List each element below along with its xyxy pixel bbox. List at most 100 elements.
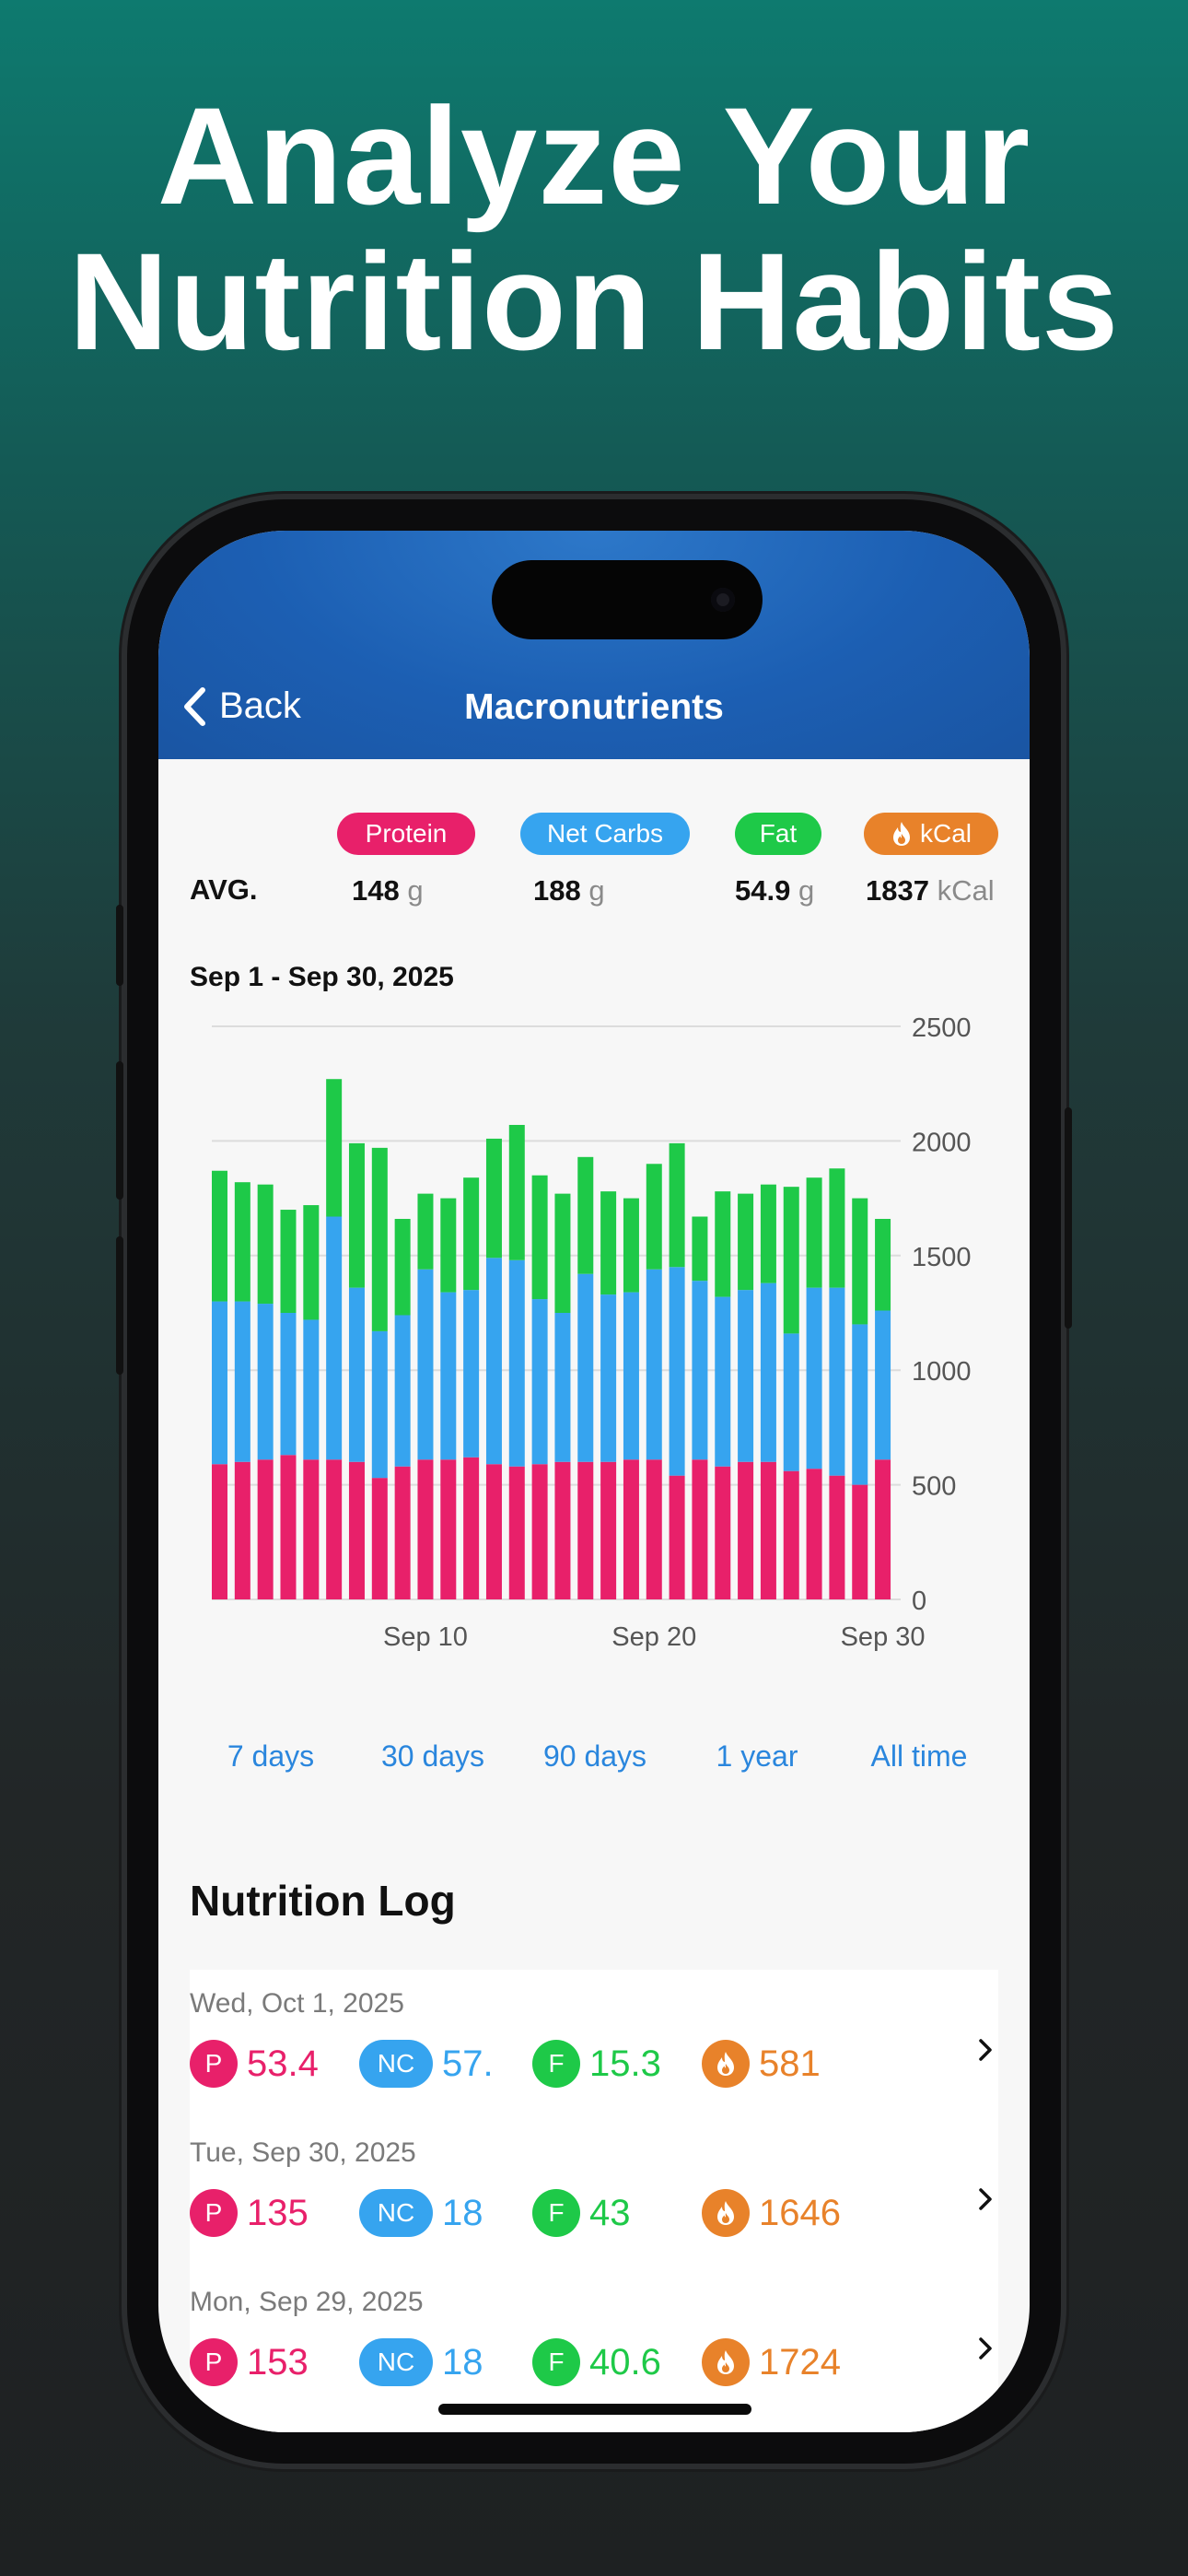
bar-fat-day-6[interactable] — [326, 1079, 343, 1217]
bar-net-carbs-day-26[interactable] — [783, 1333, 799, 1471]
log-entry[interactable]: Tue, Sep 30, 2025 P 135 NC 18 F 43 — [190, 2137, 998, 2287]
bar-net-carbs-day-16[interactable] — [554, 1313, 571, 1462]
log-entry[interactable]: Wed, Oct 1, 2025 P 53.4 NC 57. F 15.3 — [190, 1988, 998, 2137]
bar-protein-day-16[interactable] — [554, 1461, 571, 1599]
period-30-days[interactable]: 30 days — [380, 1739, 485, 1773]
bar-protein-day-24[interactable] — [738, 1461, 754, 1599]
bar-net-carbs-day-17[interactable] — [577, 1273, 594, 1462]
bar-net-carbs-day-19[interactable] — [623, 1292, 639, 1460]
bar-protein-day-3[interactable] — [257, 1459, 274, 1599]
protein-pill[interactable]: Protein — [337, 813, 475, 855]
bar-net-carbs-day-23[interactable] — [715, 1296, 731, 1467]
bar-net-carbs-day-3[interactable] — [257, 1304, 274, 1460]
bar-net-carbs-day-27[interactable] — [806, 1287, 822, 1469]
bar-protein-day-12[interactable] — [463, 1457, 480, 1599]
bar-net-carbs-day-8[interactable] — [371, 1330, 388, 1479]
bar-net-carbs-day-25[interactable] — [760, 1282, 776, 1462]
bar-fat-day-11[interactable] — [440, 1198, 457, 1293]
bar-fat-day-2[interactable] — [234, 1182, 250, 1302]
bar-fat-day-16[interactable] — [554, 1193, 571, 1313]
bar-protein-day-22[interactable] — [692, 1459, 708, 1599]
bar-net-carbs-day-10[interactable] — [417, 1269, 434, 1460]
kcal-pill[interactable]: kCal — [864, 813, 998, 855]
bar-net-carbs-day-18[interactable] — [600, 1294, 617, 1462]
bar-fat-day-20[interactable] — [646, 1164, 662, 1270]
bar-protein-day-11[interactable] — [440, 1459, 457, 1599]
bar-fat-day-25[interactable] — [760, 1184, 776, 1283]
bar-protein-day-26[interactable] — [783, 1470, 799, 1599]
bar-net-carbs-day-1[interactable] — [212, 1301, 227, 1465]
bar-protein-day-13[interactable] — [485, 1464, 502, 1599]
bar-fat-day-7[interactable] — [348, 1142, 365, 1288]
bar-net-carbs-day-4[interactable] — [280, 1313, 297, 1456]
bar-fat-day-19[interactable] — [623, 1198, 639, 1293]
bar-protein-day-30[interactable] — [875, 1459, 891, 1599]
bar-protein-day-28[interactable] — [829, 1475, 845, 1599]
bar-protein-day-17[interactable] — [577, 1461, 594, 1599]
bar-protein-day-9[interactable] — [394, 1466, 411, 1599]
bar-fat-day-17[interactable] — [577, 1156, 594, 1274]
bar-fat-day-5[interactable] — [303, 1205, 320, 1320]
back-button[interactable]: Back — [182, 685, 301, 727]
bar-protein-day-18[interactable] — [600, 1461, 617, 1599]
bar-net-carbs-day-30[interactable] — [875, 1310, 891, 1460]
bar-fat-day-18[interactable] — [600, 1191, 617, 1295]
bar-protein-day-14[interactable] — [508, 1466, 525, 1599]
bar-protein-day-6[interactable] — [326, 1459, 343, 1599]
net-carbs-pill[interactable]: Net Carbs — [520, 813, 690, 855]
bar-protein-day-5[interactable] — [303, 1459, 320, 1599]
bar-protein-day-2[interactable] — [234, 1461, 250, 1599]
bar-net-carbs-day-22[interactable] — [692, 1281, 708, 1460]
macronutrient-chart[interactable]: 0 500 1000 1500 2000 2500 Sep 10 Sep 20 Sep 30 — [158, 1010, 1030, 1673]
bar-net-carbs-day-20[interactable] — [646, 1269, 662, 1460]
bar-fat-day-21[interactable] — [669, 1142, 685, 1268]
period-all-time[interactable]: All time — [870, 1739, 968, 1773]
bar-fat-day-24[interactable] — [738, 1193, 754, 1291]
bar-net-carbs-day-9[interactable] — [394, 1315, 411, 1467]
bar-net-carbs-day-13[interactable] — [485, 1258, 502, 1465]
fat-pill[interactable]: Fat — [735, 813, 821, 855]
bar-net-carbs-day-12[interactable] — [463, 1290, 480, 1458]
bar-fat-day-10[interactable] — [417, 1193, 434, 1270]
bar-net-carbs-day-5[interactable] — [303, 1319, 320, 1460]
home-indicator[interactable] — [438, 2404, 751, 2415]
bar-net-carbs-day-28[interactable] — [829, 1287, 845, 1476]
bar-protein-day-15[interactable] — [531, 1464, 548, 1599]
period-1-year[interactable]: 1 year — [716, 1739, 798, 1773]
bar-protein-day-1[interactable] — [212, 1464, 227, 1599]
bar-protein-day-21[interactable] — [669, 1475, 685, 1599]
bar-fat-day-9[interactable] — [394, 1218, 411, 1316]
bar-fat-day-22[interactable] — [692, 1216, 708, 1282]
bar-fat-day-12[interactable] — [463, 1177, 480, 1291]
bar-protein-day-7[interactable] — [348, 1461, 365, 1599]
bar-fat-day-29[interactable] — [852, 1198, 868, 1325]
period-7-days[interactable]: 7 days — [227, 1739, 315, 1773]
bar-fat-day-4[interactable] — [280, 1210, 297, 1313]
bar-protein-day-8[interactable] — [371, 1478, 388, 1599]
bar-protein-day-25[interactable] — [760, 1461, 776, 1599]
bar-net-carbs-day-21[interactable] — [669, 1267, 685, 1476]
bar-fat-day-8[interactable] — [371, 1147, 388, 1331]
bar-fat-day-28[interactable] — [829, 1168, 845, 1288]
bar-fat-day-26[interactable] — [783, 1187, 799, 1334]
bar-protein-day-23[interactable] — [715, 1466, 731, 1599]
bar-fat-day-14[interactable] — [508, 1124, 525, 1260]
bar-fat-day-3[interactable] — [257, 1184, 274, 1305]
bar-fat-day-1[interactable] — [212, 1170, 227, 1302]
bar-protein-day-20[interactable] — [646, 1459, 662, 1599]
bar-fat-day-15[interactable] — [531, 1175, 548, 1300]
bar-net-carbs-day-2[interactable] — [234, 1301, 250, 1462]
bar-protein-day-27[interactable] — [806, 1469, 822, 1599]
bar-protein-day-10[interactable] — [417, 1459, 434, 1599]
log-entry[interactable]: Mon, Sep 29, 2025 P 153 NC 18 F 40.6 — [190, 2287, 998, 2432]
period-90-days[interactable]: 90 days — [542, 1739, 647, 1773]
bar-fat-day-23[interactable] — [715, 1191, 731, 1297]
bar-fat-day-30[interactable] — [875, 1218, 891, 1311]
bar-net-carbs-day-15[interactable] — [531, 1299, 548, 1465]
bar-net-carbs-day-11[interactable] — [440, 1292, 457, 1460]
bar-net-carbs-day-7[interactable] — [348, 1287, 365, 1462]
bar-fat-day-13[interactable] — [485, 1138, 502, 1259]
bar-protein-day-4[interactable] — [280, 1455, 297, 1599]
bar-net-carbs-day-24[interactable] — [738, 1290, 754, 1462]
bar-net-carbs-day-14[interactable] — [508, 1259, 525, 1467]
